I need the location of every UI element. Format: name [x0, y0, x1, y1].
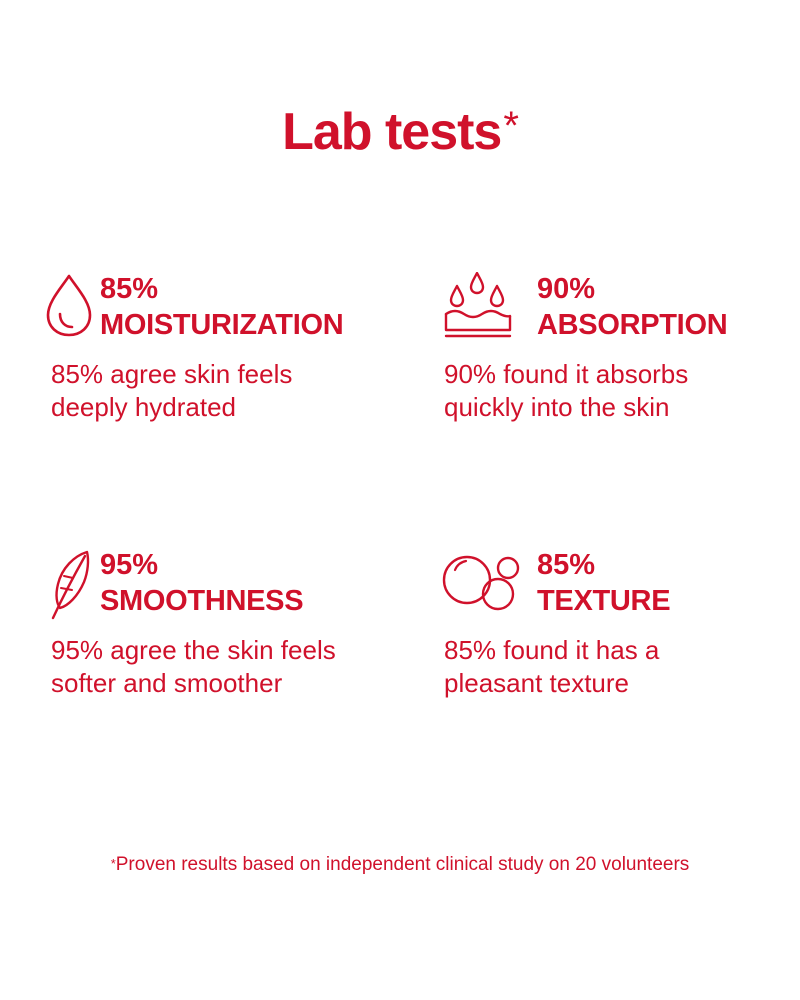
page-title: Lab tests* — [0, 102, 800, 162]
stat-label: ABSORPTION — [537, 309, 728, 341]
stat-percent: 85% — [100, 273, 159, 305]
stat-label: MOISTURIZATION — [100, 309, 344, 341]
title-asterisk: * — [503, 104, 519, 148]
drop-icon — [46, 274, 92, 337]
page-title-text: Lab tests — [282, 103, 502, 161]
stat-description: 85% found it has a pleasant texture — [444, 635, 660, 698]
stat-description: 90% found it absorbs quickly into the sk… — [444, 359, 689, 422]
feather-icon — [51, 550, 90, 620]
water-absorption-icon — [444, 272, 512, 338]
stat-percent: 85% — [537, 549, 596, 581]
stat-description: 95% agree the skin feels softer and smoo… — [51, 635, 336, 698]
stat-label: SMOOTHNESS — [100, 585, 304, 617]
stat-description: 85% agree skin feels deeply hydrated — [51, 359, 293, 422]
stat-label: TEXTURE — [537, 585, 671, 617]
stat-percent: 90% — [537, 273, 596, 305]
footnote-text: Proven results based on independent clin… — [115, 854, 690, 875]
footnote-asterisk: * — [110, 856, 116, 871]
bubbles-icon — [442, 555, 520, 611]
stat-percent: 95% — [100, 549, 159, 581]
footnote: *Proven results based on independent cli… — [0, 853, 800, 877]
